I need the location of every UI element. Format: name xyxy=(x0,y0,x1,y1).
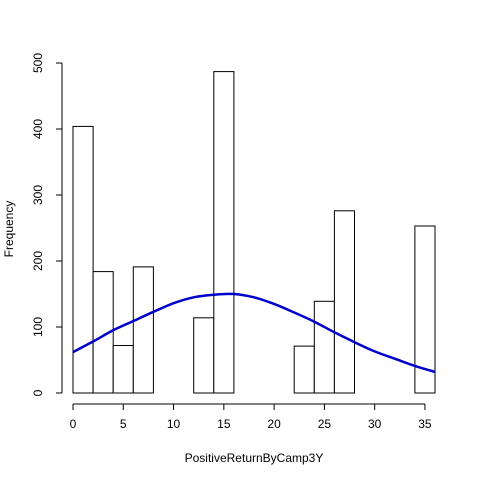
y-axis-label: Frequency xyxy=(2,201,16,258)
x-axis: 0 5 10 15 20 25 30 35 xyxy=(70,403,432,431)
y-tick-label: 400 xyxy=(31,119,45,139)
x-tick-label: 35 xyxy=(418,417,432,431)
y-axis: 0 100 200 300 400 500 xyxy=(31,53,63,396)
y-tick-label: 500 xyxy=(31,53,45,73)
x-tick-label: 15 xyxy=(217,417,231,431)
x-tick-label: 10 xyxy=(167,417,181,431)
histogram-bar xyxy=(193,317,215,394)
x-tick-label: 25 xyxy=(318,417,332,431)
histogram-bar xyxy=(313,300,335,394)
y-tick-label: 100 xyxy=(31,317,45,337)
y-tick-label: 300 xyxy=(31,185,45,205)
histogram-bar xyxy=(213,71,235,394)
density-curve xyxy=(72,292,436,374)
histogram-bar xyxy=(333,210,355,394)
x-tick-label: 0 xyxy=(70,417,77,431)
x-axis-label: PositiveReturnByCamp3Y xyxy=(185,451,324,465)
x-tick-label: 30 xyxy=(368,417,382,431)
histogram-bar xyxy=(293,345,315,394)
histogram-bar xyxy=(112,345,134,394)
histogram-bar xyxy=(92,271,114,394)
x-tick-label: 5 xyxy=(120,417,127,431)
x-tick-label: 20 xyxy=(267,417,281,431)
histogram-bars xyxy=(72,71,436,394)
y-tick-label: 200 xyxy=(31,251,45,271)
histogram-bar xyxy=(414,225,436,394)
histogram-bar xyxy=(132,266,154,394)
histogram-bar xyxy=(72,125,94,394)
y-tick-label: 0 xyxy=(31,389,45,396)
